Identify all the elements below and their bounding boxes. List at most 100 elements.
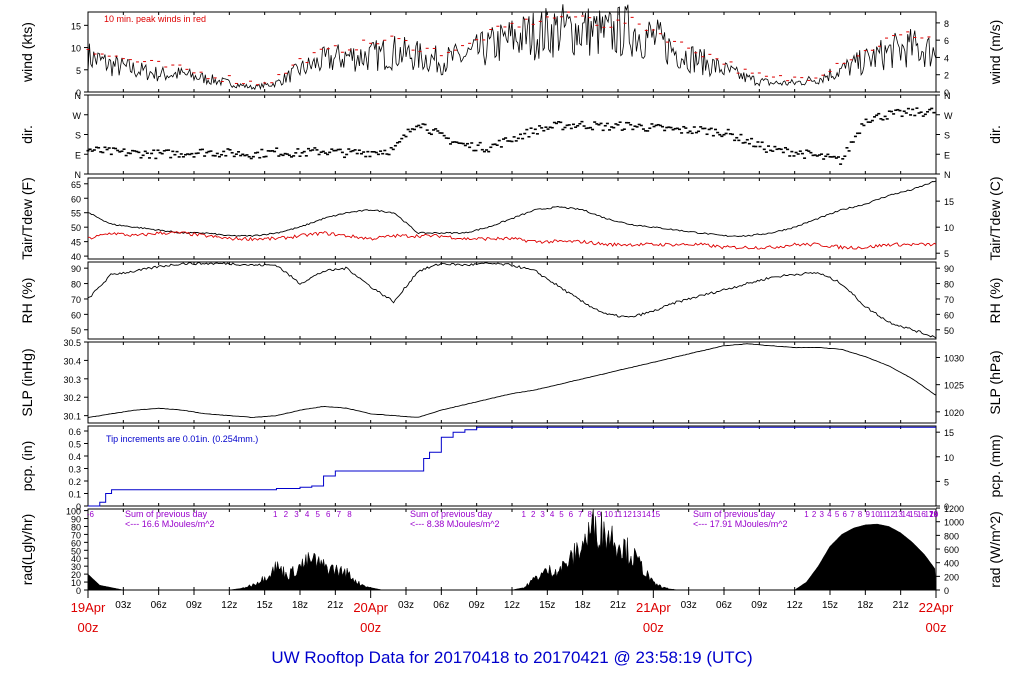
hour-mark-label: 3 [294, 510, 299, 519]
ytick-label-left: 100 [66, 507, 81, 517]
ytick-label-right: W [944, 111, 953, 121]
ytick-label-right: 5 [944, 477, 949, 487]
ytick-label-left: 0.1 [68, 490, 81, 500]
ylabel-left-humidity: RH (%) [19, 278, 35, 324]
hour-mark-label: 11 [614, 510, 623, 519]
ytick-label-right: 1000 [944, 518, 964, 528]
ytick-label-right: 800 [944, 531, 959, 541]
hour-mark-label: 5 [835, 510, 840, 519]
date-time-label: 00z [926, 620, 947, 635]
ytick-label-left: 20 [71, 570, 81, 580]
ytick-label-left: 30.1 [63, 412, 81, 422]
ytick-label-left: 30.2 [63, 393, 81, 403]
ytick-label-right: 200 [944, 572, 959, 582]
chart-title: UW Rooftop Data for 20170418 to 20170421… [271, 648, 753, 667]
xtick-label: 09z [186, 600, 202, 611]
wind-speed-series [87, 4, 937, 91]
hour-mark-label: 19 [929, 510, 938, 519]
ytick-label-left: 55 [71, 209, 81, 219]
hour-mark-label: 4 [550, 510, 555, 519]
ylabel-right-humidity: RH (%) [987, 278, 1003, 324]
ytick-label-left: 0.6 [68, 427, 81, 437]
ytick-label-right: 2 [944, 71, 949, 81]
ylabel-right-pressure: SLP (hPa) [987, 350, 1003, 414]
xtick-label: 18z [857, 600, 873, 611]
ytick-label-right: S [944, 131, 950, 141]
ytick-label-right: 1030 [944, 353, 964, 363]
hour-mark-label: 8 [588, 510, 593, 519]
hour-mark-label: 3 [540, 510, 545, 519]
date-label: 22Apr [919, 600, 954, 615]
xtick-label: 03z [681, 600, 697, 611]
hour-mark-label: 10 [871, 510, 880, 519]
xtick-label: 12z [787, 600, 803, 611]
ytick-label-right: 80 [944, 280, 954, 290]
ytick-label-left: 40 [71, 252, 81, 262]
ytick-label-left: 30.3 [63, 375, 81, 385]
ytick-label-right: 50 [944, 326, 954, 336]
ytick-label-right: N [944, 91, 951, 101]
hour-mark-label: 6 [326, 510, 331, 519]
hour-mark-label: 5 [559, 510, 564, 519]
hour-mark-label: 15 [909, 510, 918, 519]
ytick-label-right: E [944, 150, 950, 160]
ylabel-right-direction: dir. [987, 125, 1003, 144]
ytick-label-right: 15 [944, 428, 954, 438]
ytick-label-right: 0 [944, 88, 949, 98]
hour-mark-label: 11 [879, 510, 888, 519]
xtick-label: 06z [716, 600, 732, 611]
ytick-label-left: 50 [71, 326, 81, 336]
ytick-label-left: 70 [71, 295, 81, 305]
hour-mark-label: -6 [87, 510, 95, 519]
hour-mark-label: 6 [569, 510, 574, 519]
hour-mark-label: 13 [894, 510, 903, 519]
ylabel-right-radiation: rad (W/m^2) [987, 511, 1003, 588]
hour-mark-label: 1 [522, 510, 527, 519]
ytick-label-left: 15 [71, 21, 81, 31]
ytick-label-left: 90 [71, 515, 81, 525]
ytick-label-left: 0 [76, 88, 81, 98]
ytick-label-right: 70 [944, 295, 954, 305]
ytick-label-left: 45 [71, 238, 81, 248]
xtick-label: 21z [327, 600, 343, 611]
humidity-series [87, 261, 937, 339]
hour-mark-label: 7 [337, 510, 342, 519]
ytick-label-left: 80 [71, 522, 81, 532]
xtick-label: 18z [575, 600, 591, 611]
panel-frame-direction [87, 94, 937, 175]
ytick-label-right: N [944, 170, 951, 180]
hour-mark-label: 10 [604, 510, 613, 519]
ytick-label-left: 10 [71, 578, 81, 588]
hour-mark-label: 9 [865, 510, 870, 519]
wind-annotation: 10 min. peak winds in red [104, 14, 206, 24]
ytick-label-left: W [73, 111, 82, 121]
ytick-label-left: 70 [71, 530, 81, 540]
ytick-label-right: 6 [944, 36, 949, 46]
hour-mark-label: 7 [578, 510, 583, 519]
date-label: 20Apr [353, 600, 388, 615]
hour-mark-label: 16 [917, 510, 926, 519]
date-time-label: 00z [78, 620, 99, 635]
ytick-label-left: 30.4 [63, 356, 81, 366]
hour-mark-label: 4 [305, 510, 310, 519]
hour-mark-label: 9 [597, 510, 602, 519]
hour-mark-label: 5 [315, 510, 320, 519]
daily-sum-value: <--- 17.91 MJoules/m^2 [693, 519, 788, 529]
date-label: 21Apr [636, 600, 671, 615]
hour-mark-label: 7 [850, 510, 855, 519]
xtick-label: 18z [292, 600, 308, 611]
ylabel-right-temperature: Tair/Tdew (C) [987, 176, 1003, 260]
ytick-label-right: 60 [944, 310, 954, 320]
ytick-label-left: 0 [76, 502, 81, 512]
ylabel-left-precipitation: pcp. (in) [19, 441, 35, 492]
ylabel-left-direction: dir. [19, 125, 35, 144]
ylabel-right-precipitation: pcp. (mm) [987, 435, 1003, 498]
radiation-area [87, 508, 937, 591]
precipitation-series [88, 426, 936, 507]
xtick-label: 15z [539, 600, 555, 611]
dewpoint-series [88, 231, 937, 250]
hour-mark-label: 14 [902, 510, 911, 519]
daily-sum-heading: Sum of previous day [410, 509, 493, 519]
ytick-label-left: 0.4 [68, 452, 81, 462]
